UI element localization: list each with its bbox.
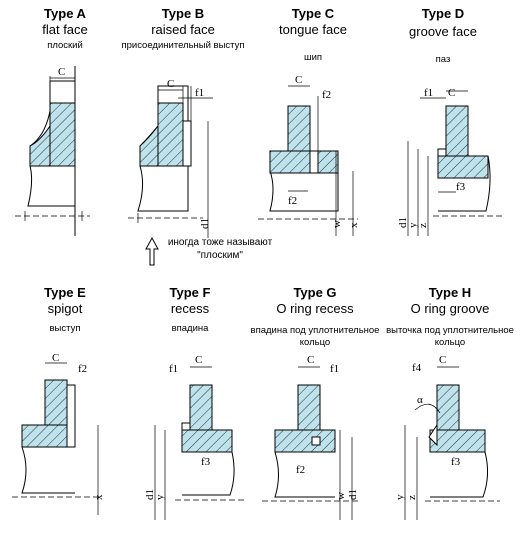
type-russian-name: шип: [303, 52, 323, 63]
dim-label-c: C: [295, 74, 302, 86]
dim-label-c: C: [167, 78, 174, 90]
flange-type-h: Type H O ring groove выточка под уплотни…: [385, 285, 515, 555]
type-russian-name: выточка под уплотнительное кольцо: [386, 325, 514, 348]
flange-drawing: C f1 d1: [128, 78, 213, 238]
type-russian-name: выступ: [49, 323, 81, 334]
dim-label-x: x: [348, 222, 360, 228]
dim-label-c: C: [58, 66, 65, 78]
type-subtitle: O ring recess: [276, 301, 354, 316]
type-title: Type H: [428, 285, 472, 300]
dim-label-c: C: [448, 87, 455, 99]
dim-label-f4: f4: [412, 362, 422, 374]
dim-label-d1: d1: [397, 217, 409, 228]
flange-drawing: f4 C α f3 y z: [394, 354, 500, 520]
type-title: Type F: [169, 285, 211, 300]
flange-type-d: Type D groove face паз f1 C f3 d1 y z: [378, 6, 508, 276]
type-title: Type B: [161, 6, 205, 21]
dim-label-f2-lower: f2: [288, 195, 297, 207]
raised-face-note: иногда тоже называют "плоским": [150, 236, 290, 262]
flange-drawing: C f2 x: [12, 352, 105, 515]
type-russian-name: впадина под уплотнительное кольцо: [250, 325, 380, 348]
flange-type-f: Type F recess впадина f1 C f3 d1 y: [125, 285, 255, 555]
dim-label-z: z: [406, 495, 418, 500]
flange-type-b: Type B raised face присоединительный выс…: [118, 6, 248, 276]
note-line-2: "плоским": [197, 250, 243, 261]
note-line-1: иногда тоже называют: [167, 237, 273, 248]
flange-drawing: C f2 f2 w x: [258, 74, 360, 236]
flange-drawing: f1 C f3 d1 y: [144, 354, 245, 520]
dim-label-c: C: [52, 352, 59, 364]
dim-label-c: C: [439, 354, 446, 366]
type-russian-name: паз: [435, 54, 451, 65]
flange-drawing: C f1 f2 w d1: [262, 354, 360, 520]
type-subtitle: tongue face: [279, 22, 347, 37]
type-title: Type C: [291, 6, 335, 21]
flange-type-e: Type E spigot выступ C f2 x: [0, 285, 130, 555]
flange-type-c: Type C tongue face шип C f2 f2 w x: [248, 6, 378, 276]
flange-drawing: f1 C f3 d1 y z: [397, 87, 503, 236]
dim-label-d1: d1: [347, 489, 359, 500]
dim-label-c: C: [195, 354, 202, 366]
type-subtitle: groove face: [409, 24, 477, 39]
type-title: Type E: [44, 285, 86, 300]
flange-type-g: Type G O ring recess впадина под уплотни…: [250, 285, 380, 555]
type-subtitle: O ring groove: [410, 301, 490, 316]
dim-label-f2: f2: [322, 89, 331, 101]
up-arrow-icon: [145, 237, 159, 266]
dim-label-f1: f1: [330, 363, 339, 375]
dim-label-z: z: [417, 223, 429, 228]
dim-label-f3: f3: [456, 181, 466, 193]
dim-label-f1: f1: [195, 87, 204, 99]
dim-label-f2: f2: [296, 464, 305, 476]
type-title: Type G: [293, 285, 337, 300]
dim-label-f2: f2: [78, 363, 87, 375]
type-subtitle: raised face: [151, 22, 215, 37]
dim-label-w: w: [331, 220, 343, 228]
flange-type-a: Type A flat face плоский C: [0, 6, 130, 276]
dim-label-f1: f1: [169, 363, 178, 375]
dim-label-d1: d1: [144, 489, 156, 500]
dim-label-d1: d1: [199, 218, 211, 229]
type-title: Type D: [421, 6, 465, 21]
type-title: Type A: [44, 6, 86, 21]
dim-label-y: y: [407, 222, 419, 228]
dim-label-f3: f3: [201, 456, 211, 468]
flange-drawing: C: [15, 66, 90, 236]
type-russian-name: плоский: [47, 40, 83, 51]
type-subtitle: spigot: [47, 301, 83, 316]
dim-label-f3: f3: [451, 456, 461, 468]
dim-label-w: w: [335, 492, 347, 500]
type-subtitle: flat face: [42, 22, 88, 37]
dim-label-y: y: [394, 494, 406, 500]
type-subtitle: recess: [170, 301, 210, 316]
type-russian-name: впадина: [171, 323, 209, 334]
dim-label-f1: f1: [424, 87, 433, 99]
dim-label-c: C: [307, 354, 314, 366]
dim-label-alpha: α: [417, 394, 423, 406]
dim-label-y: y: [154, 494, 166, 500]
type-russian-name: присоединительный выступ: [121, 40, 245, 51]
